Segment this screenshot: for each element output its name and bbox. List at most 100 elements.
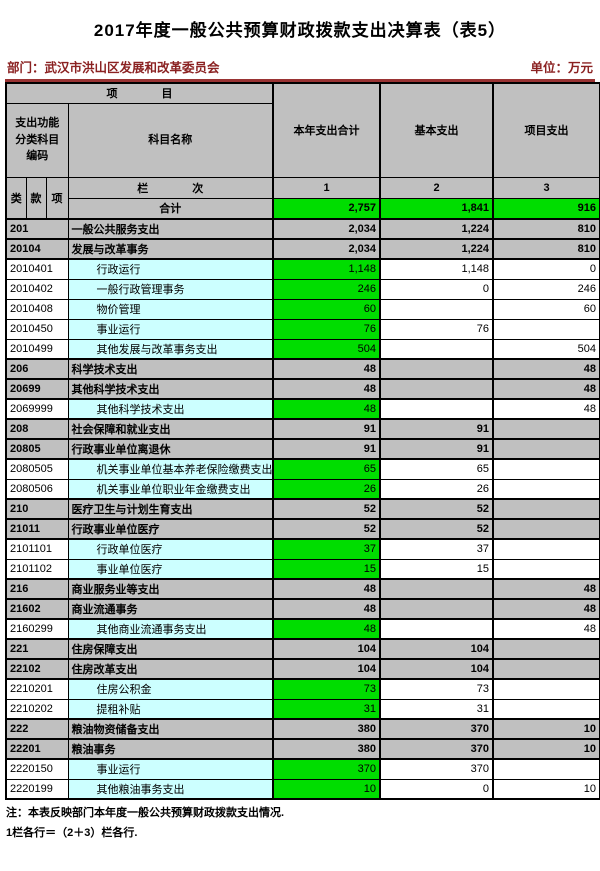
table-row: 2220150 事业运行 370 370 (5, 758, 600, 780)
row-name: 其他粮油事务支出 (67, 778, 274, 800)
row-basic-value: 1,224 (379, 218, 494, 240)
header-code: 支出功能 分类科目 编码 (5, 102, 69, 178)
table-row: 2210202 提租补贴 31 31 (5, 698, 600, 720)
row-total-value: 48 (272, 618, 381, 640)
table-row: 2010408 物价管理 60 60 (5, 298, 600, 320)
row-name: 商业流通事务 (67, 598, 274, 620)
row-name: 粮油事务 (67, 738, 274, 760)
row-code: 20699 (5, 378, 69, 400)
page-title: 2017年度一般公共预算财政拨款支出决算表（表5） (93, 21, 507, 40)
row-total-value: 52 (272, 498, 381, 520)
row-name: 社会保障和就业支出 (67, 418, 274, 440)
row-project-value (492, 478, 600, 500)
row-project-value (492, 418, 600, 440)
row-project-value (492, 438, 600, 460)
row-basic-value: 0 (379, 278, 494, 300)
table-row: 2101102 事业单位医疗 15 15 (5, 558, 600, 580)
row-project-value (492, 558, 600, 580)
row-name: 一般公共服务支出 (67, 218, 274, 240)
row-basic-value: 370 (379, 738, 494, 760)
row-total-value: 380 (272, 738, 381, 760)
row-name: 其他科学技术支出 (67, 378, 274, 400)
table-row: 2101101 行政单位医疗 37 37 (5, 538, 600, 560)
row-name: 医疗卫生与计划生育支出 (67, 498, 274, 520)
row-project-value: 504 (492, 338, 600, 360)
row-total-value: 2,034 (272, 218, 381, 240)
row-name: 机关事业单位基本养老保险缴费支出 (67, 458, 274, 480)
row-code: 2210201 (5, 678, 69, 700)
row-project-value: 48 (492, 578, 600, 600)
row-code: 2220199 (5, 778, 69, 800)
row-total-value: 60 (272, 298, 381, 320)
totals-total-value: 2,757 (272, 197, 381, 220)
row-total-value: 48 (272, 358, 381, 380)
row-total-value: 48 (272, 378, 381, 400)
row-code: 201 (5, 218, 69, 240)
note-line: 1栏各行＝（2＋3）栏各行. (6, 827, 138, 839)
row-project-value (492, 538, 600, 560)
department-label: 部门：武汉市洪山区发展和改革委员会 (7, 61, 220, 75)
row-project-value (492, 758, 600, 780)
row-total-value: 10 (272, 778, 381, 800)
row-project-value: 10 (492, 778, 600, 800)
row-basic-value (379, 358, 494, 380)
row-name: 提租补贴 (67, 698, 274, 720)
row-total-value: 1,148 (272, 258, 381, 280)
row-code: 2160299 (5, 618, 69, 640)
row-code: 2010402 (5, 278, 69, 300)
table-row: 2080505 机关事业单位基本养老保险缴费支出 65 65 (5, 458, 600, 480)
row-total-value: 73 (272, 678, 381, 700)
row-project-value: 48 (492, 398, 600, 420)
row-code: 2010401 (5, 258, 69, 280)
row-code: 2101101 (5, 538, 69, 560)
row-name: 发展与改革事务 (67, 238, 274, 260)
row-code: 2069999 (5, 398, 69, 420)
row-name: 事业运行 (67, 318, 274, 340)
row-basic-value (379, 618, 494, 640)
row-name: 其他发展与改革事务支出 (67, 338, 274, 360)
row-basic-value: 0 (379, 778, 494, 800)
row-basic-value (379, 338, 494, 360)
row-total-value: 246 (272, 278, 381, 300)
unit-label: 单位：万元 (530, 61, 593, 75)
table-row: 22201 粮油事务 380 370 10 (5, 738, 600, 760)
row-total-value: 104 (272, 658, 381, 680)
report-page: 2017年度一般公共预算财政拨款支出决算表（表5） 部门：武汉市洪山区发展和改革… (5, 21, 600, 839)
row-code: 221 (5, 638, 69, 660)
row-total-value: 2,034 (272, 238, 381, 260)
row-project-value: 48 (492, 618, 600, 640)
row-project-value (492, 678, 600, 700)
row-total-value: 48 (272, 598, 381, 620)
header-item: 项 目 (5, 82, 274, 104)
meta-line: 部门：武汉市洪山区发展和改革委员会 单位：万元 (5, 55, 595, 82)
table-row: 208 社会保障和就业支出 91 91 (5, 418, 600, 440)
row-total-value: 48 (272, 578, 381, 600)
row-project-value: 810 (492, 218, 600, 240)
row-name: 住房改革支出 (67, 658, 274, 680)
table-row: 2210201 住房公积金 73 73 (5, 678, 600, 700)
row-code: 2210202 (5, 698, 69, 720)
table-row: 2010401 行政运行 1,148 1,148 0 (5, 258, 600, 280)
row-code: 206 (5, 358, 69, 380)
row-name: 行政事业单位医疗 (67, 518, 274, 540)
note-line: 注：本表反映部门本年度一般公共预算财政拨款支出情况. (6, 807, 285, 819)
header-class: 类 (5, 176, 27, 220)
row-basic-value (379, 378, 494, 400)
row-basic-value: 15 (379, 558, 494, 580)
row-code: 2080505 (5, 458, 69, 480)
row-code: 222 (5, 718, 69, 740)
row-name: 其他商业流通事务支出 (67, 618, 274, 640)
row-basic-value: 1,148 (379, 258, 494, 280)
row-project-value: 810 (492, 238, 600, 260)
budget-table: 项 目 本年支出合计 基本支出 项目支出 支出功能 分类科目 编码 科目名称 类… (5, 82, 600, 800)
row-project-value: 0 (492, 258, 600, 280)
row-basic-value (379, 598, 494, 620)
row-project-value (492, 318, 600, 340)
header-col-basic: 基本支出 (379, 82, 494, 178)
row-basic-value (379, 398, 494, 420)
table-row: 201 一般公共服务支出 2,034 1,224 810 (5, 218, 600, 240)
row-project-value: 246 (492, 278, 600, 300)
row-code: 22201 (5, 738, 69, 760)
row-basic-value: 65 (379, 458, 494, 480)
row-project-value: 60 (492, 298, 600, 320)
